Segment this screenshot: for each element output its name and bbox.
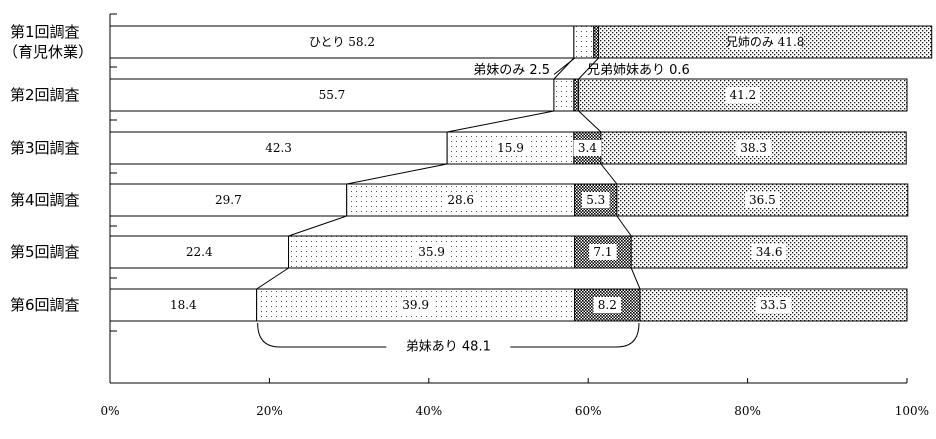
bar-segment-2-3 (574, 183, 618, 217)
category-label-3: 第4回調査 (10, 191, 80, 209)
annotation-both: 兄弟姉妹あり 0.6 (587, 63, 690, 78)
value-label-bg-3-2 (736, 140, 771, 156)
connector-1-1 (447, 110, 555, 133)
value-label-bg-2-3 (581, 192, 610, 208)
value-label-bg-2-4 (589, 244, 617, 260)
value-label-2-2: 3.4 (578, 141, 597, 155)
value-label-1-2: 15.9 (497, 141, 524, 155)
x-tick-label-4: 80% (734, 404, 761, 418)
value-label-0-0: ひとり 58.2 (309, 35, 375, 49)
bar-segment-2-0 (593, 25, 600, 59)
category-label-5: 第6回調査 (10, 296, 80, 314)
value-label-3-4: 34.6 (756, 245, 783, 259)
value-label-bg-2-5 (593, 297, 622, 313)
value-label-2-3: 5.3 (586, 193, 605, 207)
value-label-bg-3-4 (751, 244, 787, 260)
value-label-bg-1-2 (493, 140, 528, 156)
value-label-2-5: 8.2 (598, 298, 617, 312)
connector-3-3 (616, 215, 632, 237)
annotation-pointer-younger (553, 57, 576, 75)
x-tick-label-1: 20% (256, 404, 283, 418)
value-label-bg-1-3 (443, 192, 479, 208)
bar-segment-2-1 (573, 78, 580, 112)
value-label-3-0: 兄姉のみ 41.8 (726, 34, 805, 49)
value-label-bg-0-3 (210, 192, 246, 208)
value-label-3-5: 33.5 (760, 298, 787, 312)
connector-1-4 (256, 267, 289, 290)
x-tick-label-0: 0% (100, 404, 119, 418)
value-label-0-5: 18.4 (170, 298, 197, 312)
value-label-0-1: 55.7 (319, 88, 346, 102)
value-label-bg-0-2 (261, 140, 296, 156)
value-label-bg-3-0 (729, 34, 801, 50)
value-label-bg-0-1 (314, 87, 350, 103)
value-label-bg-0-5 (165, 297, 201, 313)
x-tick-label-3: 60% (575, 404, 602, 418)
annotation-has-younger: 弟妹あり 48.1 (406, 340, 491, 355)
connector-3-4 (630, 267, 641, 290)
brace-has-younger (257, 322, 640, 348)
bar-segment-3-4 (630, 235, 908, 269)
value-label-1-4: 35.9 (418, 245, 445, 259)
value-label-bg-3-1 (725, 87, 761, 103)
connector-1-2 (346, 163, 448, 185)
value-label-bg-1-5 (398, 297, 434, 313)
value-label-bg-2-2 (573, 140, 602, 156)
value-label-bg-1-4 (414, 244, 449, 260)
annotation-younger-only: 弟妹のみ 2.5 (473, 63, 550, 78)
category-label-2: 第3回調査 (10, 139, 80, 157)
value-label-bg-0-4 (181, 244, 217, 260)
value-label-1-3: 28.6 (447, 193, 474, 207)
value-label-3-3: 36.5 (749, 193, 776, 207)
value-label-bg-3-3 (744, 192, 780, 208)
bar-segment-0-1 (109, 78, 555, 112)
value-label-3-1: 41.2 (729, 88, 756, 102)
connector-3-2 (600, 163, 618, 185)
x-tick-label-2: 40% (415, 404, 442, 418)
bar-segment-1-1 (553, 78, 575, 112)
category-label-0-0: 第1回調査 (10, 23, 80, 41)
value-label-2-4: 7.1 (593, 245, 612, 259)
connector-1-3 (288, 215, 347, 237)
value-label-bg-3-5 (756, 297, 791, 313)
x-tick-label-5: 100% (895, 404, 929, 418)
connector-3-0 (578, 57, 599, 80)
category-label-0-1: （育児休業） (3, 43, 93, 61)
value-label-bg-0-0 (310, 34, 374, 50)
connector-3-1 (578, 110, 602, 133)
value-label-0-4: 22.4 (186, 245, 213, 259)
category-label-1: 第2回調査 (10, 86, 80, 104)
bar-segment-1-0 (573, 25, 595, 59)
value-label-0-3: 29.7 (215, 193, 242, 207)
value-label-1-5: 39.9 (402, 298, 429, 312)
value-label-0-2: 42.3 (265, 141, 292, 155)
category-label-4: 第5回調査 (10, 243, 80, 261)
value-label-3-2: 38.3 (740, 141, 767, 155)
